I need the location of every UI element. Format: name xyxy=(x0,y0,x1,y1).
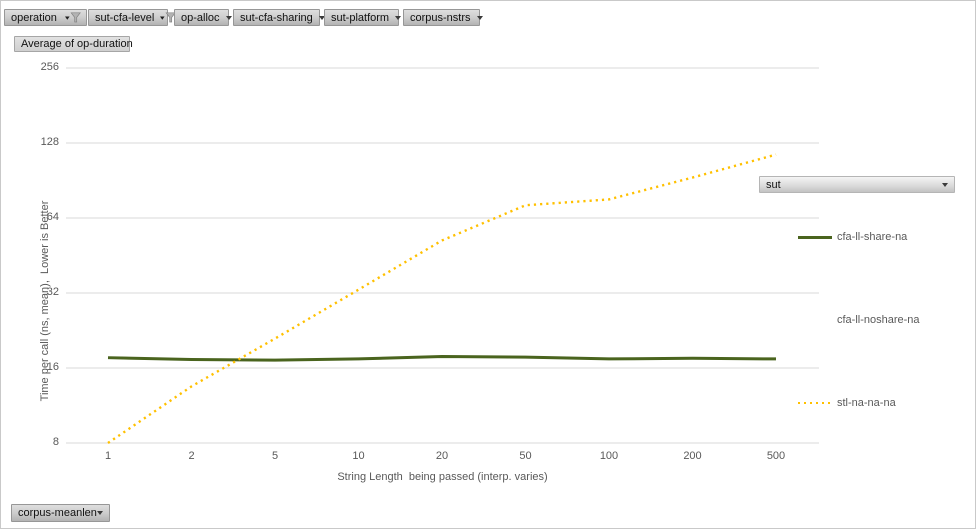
filter-button-operation[interactable]: operation xyxy=(4,9,87,26)
y-tick-label: 32 xyxy=(46,286,59,298)
chevron-down-icon xyxy=(225,15,232,20)
legend-field-button[interactable]: sut xyxy=(759,176,955,193)
y-tick-label: 16 xyxy=(46,361,59,373)
category-field-button[interactable]: corpus-meanlen xyxy=(11,504,110,522)
y-tick-label: 64 xyxy=(46,211,59,223)
chevron-down-icon xyxy=(942,182,948,187)
chevron-down-icon xyxy=(395,15,402,20)
chevron-down-icon xyxy=(318,15,325,20)
filter-button-sut-cfa-sharing[interactable]: sut-cfa-sharing xyxy=(233,9,325,26)
y-tick-label: 8 xyxy=(52,436,59,448)
x-tick-label: 2 xyxy=(188,450,195,462)
y-tick-label: 128 xyxy=(40,136,59,148)
series-line-cfa-ll-share-na xyxy=(107,354,777,362)
legend-label: stl-na-na-na xyxy=(837,397,896,409)
x-tick-label: 50 xyxy=(519,450,532,462)
legend-entry[interactable]: cfa-ll-noshare-na xyxy=(798,313,920,327)
chevron-down-icon xyxy=(97,511,103,515)
y-tick-label: 256 xyxy=(40,61,59,73)
legend-entry[interactable]: cfa-ll-share-na xyxy=(798,230,907,244)
x-tick-label: 500 xyxy=(766,450,786,462)
value-field-button[interactable]: Average of op-duration xyxy=(14,36,133,52)
legend-field-label: sut xyxy=(766,178,781,191)
legend-swatch-solid-line xyxy=(798,235,832,239)
filter-button-sut-platform[interactable]: sut-platform xyxy=(324,9,402,26)
legend-swatch-dotted-line xyxy=(798,401,832,405)
filter-applied-icon xyxy=(65,12,81,23)
filter-button-op-alloc[interactable]: op-alloc xyxy=(174,9,232,26)
x-tick-label: 20 xyxy=(435,450,449,462)
x-tick-label: 100 xyxy=(599,450,619,462)
filter-button-corpus-nstrs[interactable]: corpus-nstrs xyxy=(403,9,483,26)
legend-swatch-hidden-line xyxy=(798,319,832,322)
filter-button-label: sut-cfa-level xyxy=(95,11,155,24)
x-tick-label: 1 xyxy=(104,450,112,462)
x-tick-label: 10 xyxy=(352,450,365,462)
value-field-label: Average of op-duration xyxy=(21,38,133,50)
filter-button-label: sut-platform xyxy=(331,11,390,24)
filter-button-label: op-alloc xyxy=(181,11,220,24)
legend-label: cfa-ll-noshare-na xyxy=(837,314,920,326)
x-axis-title: String Length being passed (interp. vari… xyxy=(337,471,548,483)
filter-button-label: corpus-nstrs xyxy=(410,11,471,24)
filter-button-label: operation xyxy=(11,11,57,24)
x-tick-label: 200 xyxy=(683,450,702,462)
category-field-label: corpus-meanlen xyxy=(18,507,97,519)
y-axis-title: Time per call (ns, mean), Lower is Bette… xyxy=(39,200,51,402)
filter-button-label: sut-cfa-sharing xyxy=(240,11,313,24)
legend-entry[interactable]: stl-na-na-na xyxy=(798,396,896,410)
chevron-down-icon xyxy=(476,15,483,20)
x-tick-label: 5 xyxy=(271,450,279,462)
series-line-stl-na-na-na xyxy=(107,153,777,444)
legend-label: cfa-ll-share-na xyxy=(837,231,908,243)
filter-button-sut-cfa-level[interactable]: sut-cfa-level xyxy=(88,9,177,26)
